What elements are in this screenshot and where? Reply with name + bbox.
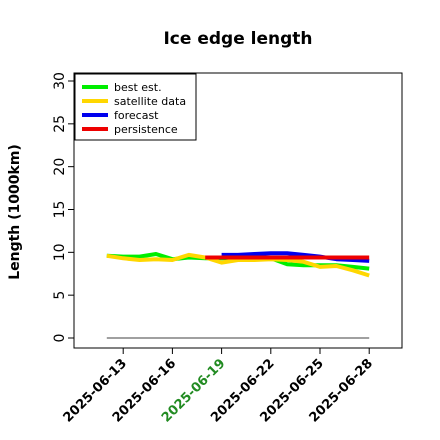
y-axis-label: Length (1000km) <box>7 144 23 280</box>
series-line-2 <box>221 251 370 263</box>
y-tick-label: 30 <box>52 72 68 90</box>
legend-label: persistence <box>114 123 178 136</box>
y-tick-label: 20 <box>52 158 68 176</box>
series-layer <box>106 251 370 278</box>
legend-label: satellite data <box>114 95 186 108</box>
x-axis: 2025-06-132025-06-162025-06-192025-06-22… <box>61 347 376 426</box>
legend-label: best est. <box>114 81 162 94</box>
y-tick-label: 0 <box>52 334 68 343</box>
chart-title: Ice edge length <box>163 29 312 49</box>
y-tick-label: 15 <box>52 201 68 219</box>
y-tick-label: 10 <box>52 243 68 261</box>
y-tick-label: 5 <box>52 291 68 300</box>
y-axis: 0 5 10 15 20 25 30 <box>52 72 75 343</box>
series-line-1 <box>106 252 370 278</box>
legend-label: forecast <box>114 109 159 122</box>
y-tick-label: 25 <box>52 115 68 133</box>
legend: best est.satellite dataforecastpersisten… <box>74 73 197 141</box>
